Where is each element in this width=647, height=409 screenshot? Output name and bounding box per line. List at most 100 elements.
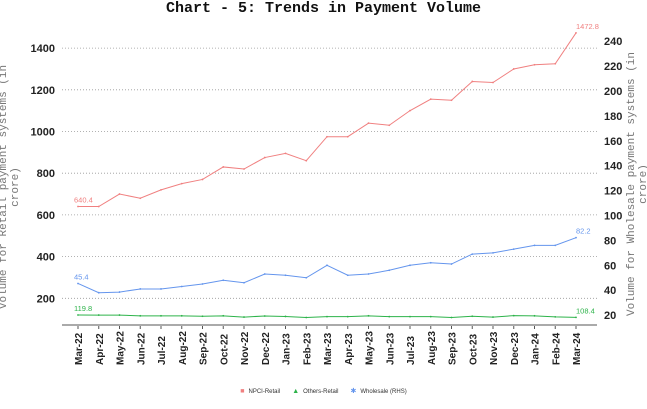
data-point	[554, 244, 557, 247]
data-point	[346, 135, 349, 138]
data-label-first: 640.4	[74, 195, 93, 204]
data-point	[409, 109, 411, 112]
square-marker-icon: ■	[240, 388, 245, 395]
data-point	[326, 135, 328, 138]
data-point	[471, 80, 474, 83]
data-point	[139, 314, 142, 317]
y-right-tick-label: 140	[604, 161, 622, 173]
y-right-tick-label: 80	[604, 235, 616, 247]
x-tick-label: Aug-23	[427, 331, 438, 365]
x-tick-label: Dec-22	[261, 332, 272, 365]
data-point	[263, 273, 266, 275]
data-point	[118, 291, 121, 293]
data-point	[118, 314, 121, 316]
x-tick-label: May-23	[365, 331, 376, 365]
y-left-tick-label: 400	[37, 252, 55, 264]
data-point	[450, 316, 453, 319]
data-point	[180, 285, 183, 288]
x-tick-label: Dec-23	[510, 332, 521, 365]
data-point	[263, 315, 266, 317]
data-point	[429, 261, 432, 264]
data-point	[346, 315, 349, 318]
legend-item-others-retail[interactable]: ▲ Others-Retail	[292, 388, 338, 395]
legend-label: Others-Retail	[303, 388, 339, 395]
legend-item-npci-retail[interactable]: ■ NPCI-Retail	[240, 388, 280, 395]
data-point	[533, 63, 536, 66]
x-tick-label: Oct-22	[219, 333, 230, 365]
y-left-tick-label: 200	[37, 293, 55, 305]
y-left-tick-label: 1200	[31, 85, 55, 97]
y-left-tick-label: 1400	[31, 43, 55, 55]
legend: ■ NPCI-Retail ▲ Others-Retail ✱ Wholesal…	[0, 388, 647, 395]
data-point	[367, 314, 370, 317]
data-point	[284, 152, 287, 155]
y-right-tick-label: 20	[604, 310, 616, 322]
data-point	[305, 316, 308, 319]
data-point	[533, 314, 536, 317]
data-label-last: 108.4	[576, 306, 595, 315]
triangle-marker-icon: ▲	[292, 388, 300, 395]
data-point	[450, 99, 453, 102]
data-point	[77, 282, 79, 285]
data-point	[180, 182, 183, 185]
data-point	[512, 68, 515, 70]
data-point	[409, 264, 411, 267]
x-tick-label: Oct-23	[468, 333, 479, 365]
data-point	[160, 288, 162, 290]
data-point	[305, 276, 308, 279]
data-point	[201, 283, 204, 285]
series-line-npci-retail	[77, 32, 577, 208]
data-point	[429, 315, 432, 318]
x-tick-label: Mar-22	[74, 332, 85, 365]
y-right-tick-label: 40	[604, 285, 616, 297]
data-point	[160, 314, 162, 317]
data-point	[77, 314, 79, 316]
legend-item-wholesale[interactable]: ✱ Wholesale (RHS)	[350, 388, 406, 395]
data-point	[222, 279, 225, 282]
x-tick-label: Mar-24	[572, 332, 583, 365]
data-point	[284, 274, 287, 277]
data-point	[243, 168, 245, 170]
data-label-first: 45.4	[74, 272, 89, 281]
y-left-tick-label: 1000	[31, 127, 55, 139]
data-point	[554, 315, 557, 318]
data-point	[409, 315, 411, 318]
data-point	[97, 291, 100, 294]
data-point	[388, 315, 391, 318]
data-label-last: 1472.8	[576, 22, 599, 31]
x-tick-label: Apr-23	[344, 333, 355, 365]
data-point	[575, 236, 577, 239]
data-point	[118, 193, 121, 195]
y-right-tick-label: 60	[604, 260, 616, 272]
star-marker-icon: ✱	[350, 388, 357, 395]
x-tick-label: Feb-24	[551, 332, 562, 365]
data-label-first: 119.8	[74, 304, 92, 313]
y-right-tick-label: 120	[604, 186, 622, 198]
data-point	[160, 188, 162, 191]
x-tick-label: Nov-23	[489, 331, 500, 365]
data-point	[263, 156, 266, 159]
x-tick-label: Nov-22	[240, 331, 251, 365]
x-tick-label: Sep-23	[448, 332, 459, 365]
y-axis-right-label: Volume for Wholesale payment systems (in…	[626, 51, 647, 317]
y-right-tick-label: 100	[604, 211, 622, 223]
data-point	[512, 248, 515, 251]
data-point	[201, 178, 204, 181]
x-tick-label: Jul-23	[406, 336, 417, 365]
data-point	[492, 81, 494, 84]
x-tick-label: Mar-23	[323, 332, 334, 365]
x-tick-label: Jul-22	[157, 336, 168, 365]
x-tick-label: Feb-23	[302, 332, 313, 365]
data-point	[492, 251, 494, 254]
data-label-last: 82.2	[576, 227, 591, 236]
legend-label: Wholesale (RHS)	[360, 388, 407, 395]
y-left-tick-label: 800	[37, 168, 55, 180]
x-tick-label: May-22	[116, 331, 127, 365]
data-point	[429, 98, 432, 101]
y-axis-left-label: Volume for Retail payment systems (in cr…	[0, 64, 22, 310]
x-tick-label: Aug-22	[178, 331, 189, 365]
data-point	[367, 122, 370, 125]
x-tick-label: Jun-22	[136, 332, 147, 365]
data-point	[326, 315, 328, 318]
